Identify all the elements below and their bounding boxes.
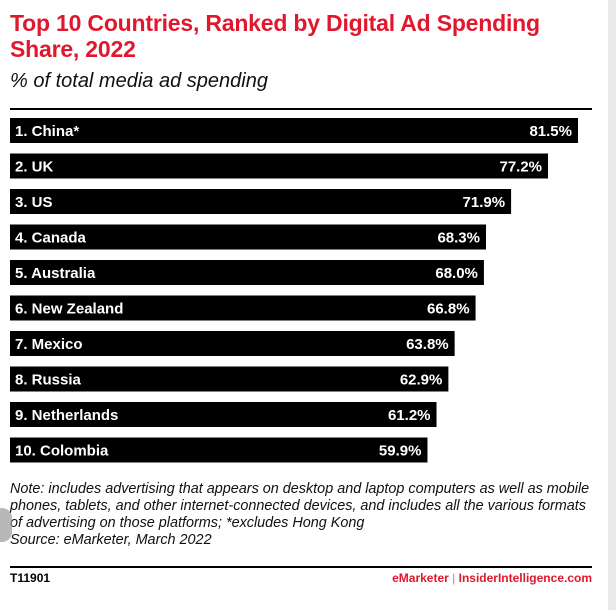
category-label-9: 9. Netherlands — [15, 407, 118, 424]
bar-7 — [10, 331, 455, 356]
value-label-5: 68.0% — [435, 265, 478, 282]
value-label-6: 66.8% — [427, 301, 470, 318]
brand-footer: eMarketer | InsiderIntelligence.com — [392, 571, 592, 585]
source-text: Source: eMarketer, March 2022 — [10, 532, 212, 548]
category-label-8: 8. Russia — [15, 372, 82, 389]
bar-3 — [10, 189, 512, 214]
value-label-4: 68.3% — [437, 230, 480, 247]
category-label-10: 10. Colombia — [15, 443, 109, 460]
chart-id: T11901 — [10, 571, 51, 585]
bar-6 — [10, 295, 476, 321]
window-edge — [608, 0, 616, 610]
chart-subtitle: % of total media ad spending — [10, 70, 268, 92]
category-label-7: 7. Mexico — [15, 336, 83, 353]
category-label-5: 5. Australia — [15, 265, 96, 282]
emarketer-logo-text: eMarketer — [392, 571, 449, 585]
bar-9 — [10, 402, 437, 427]
category-label-3: 3. US — [15, 194, 53, 211]
category-label-1: 1. China* — [15, 123, 79, 140]
value-label-7: 63.8% — [406, 336, 449, 353]
category-label-6: 6. New Zealand — [15, 301, 123, 318]
category-label-2: 2. UK — [15, 159, 54, 176]
bar-10 — [10, 437, 428, 463]
chart-title: Top 10 Countries, Ranked by Digital Ad S… — [10, 10, 540, 62]
value-label-9: 61.2% — [388, 407, 431, 424]
bar-2 — [10, 153, 549, 179]
category-label-4: 4. Canada — [15, 230, 87, 247]
bar-5 — [10, 260, 484, 285]
note-text: Note: includes advertising that appears … — [10, 481, 590, 531]
bar-8 — [10, 366, 449, 392]
chart-note: Note: includes advertising that appears … — [10, 481, 595, 549]
top-divider — [10, 108, 592, 110]
bar-4 — [10, 224, 487, 250]
bar-1 — [10, 118, 578, 143]
bottom-divider — [10, 566, 592, 568]
value-label-8: 62.9% — [400, 372, 443, 389]
value-label-2: 77.2% — [499, 159, 542, 176]
value-label-10: 59.9% — [379, 443, 422, 460]
insider-intelligence-link[interactable]: InsiderIntelligence.com — [458, 571, 592, 585]
value-label-1: 81.5% — [529, 123, 572, 140]
cursor-overlay — [0, 508, 12, 542]
value-label-3: 71.9% — [463, 194, 506, 211]
bar-chart: 1. China* 81.5% 2. UK 77.2% 3. US 71.9% 4. Can… — [10, 118, 578, 463]
brand-separator: | — [452, 571, 456, 585]
